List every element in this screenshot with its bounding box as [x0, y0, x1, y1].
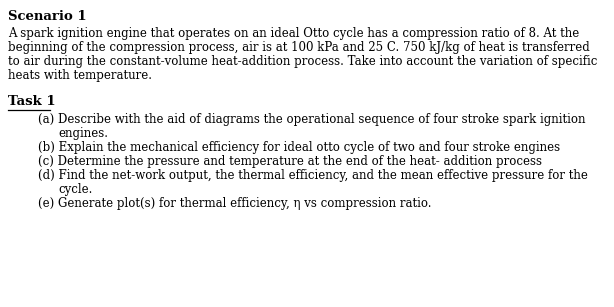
Text: (e) Generate plot(s) for thermal efficiency, η vs compression ratio.: (e) Generate plot(s) for thermal efficie… — [38, 197, 432, 210]
Text: Task 1: Task 1 — [8, 95, 56, 108]
Text: to air during the constant-volume heat-addition process. Take into account the v: to air during the constant-volume heat-a… — [8, 55, 597, 68]
Text: (c) Determine the pressure and temperature at the end of the heat- addition proc: (c) Determine the pressure and temperatu… — [38, 155, 542, 168]
Text: (b) Explain the mechanical efficiency for ideal otto cycle of two and four strok: (b) Explain the mechanical efficiency fo… — [38, 141, 560, 154]
Text: beginning of the compression process, air is at 100 kPa and 25 C. 750 kJ/kg of h: beginning of the compression process, ai… — [8, 41, 590, 54]
Text: (d) Find the net-work output, the thermal efficiency, and the mean effective pre: (d) Find the net-work output, the therma… — [38, 169, 588, 182]
Text: cycle.: cycle. — [58, 183, 92, 196]
Text: (a) Describe with the aid of diagrams the operational sequence of four stroke sp: (a) Describe with the aid of diagrams th… — [38, 113, 586, 126]
Text: engines.: engines. — [58, 127, 108, 140]
Text: A spark ignition engine that operates on an ideal Otto cycle has a compression r: A spark ignition engine that operates on… — [8, 27, 579, 40]
Text: Scenario 1: Scenario 1 — [8, 10, 87, 23]
Text: heats with temperature.: heats with temperature. — [8, 69, 152, 82]
